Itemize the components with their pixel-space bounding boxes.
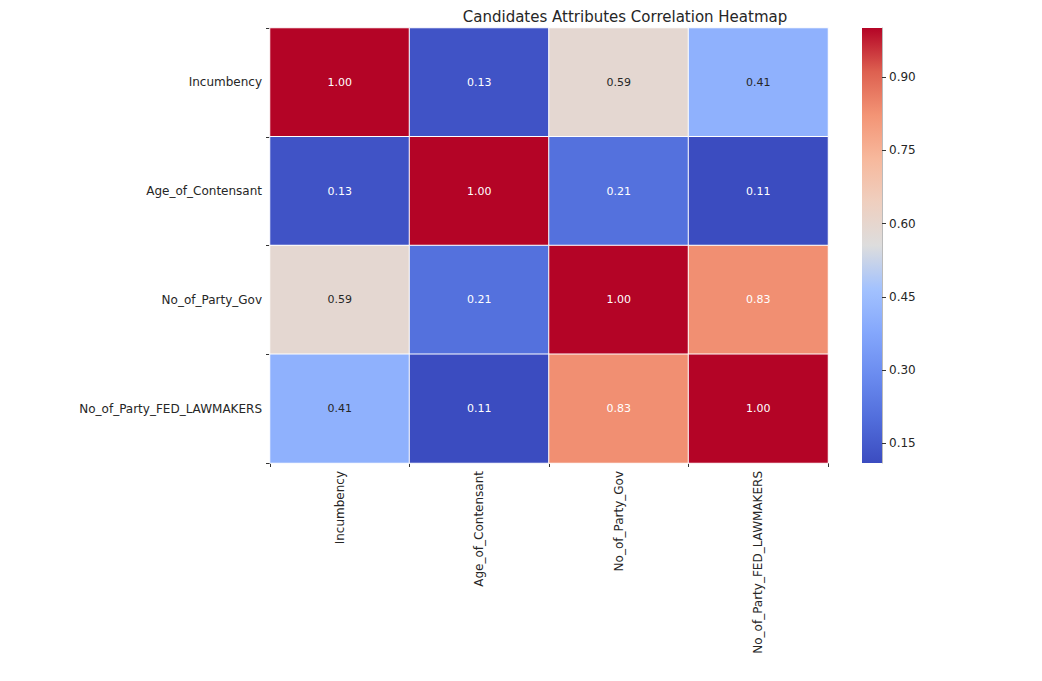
svg-text:0.41: 0.41 xyxy=(746,76,771,89)
svg-text:0.45: 0.45 xyxy=(889,290,916,304)
svg-text:0.59: 0.59 xyxy=(607,76,632,89)
svg-text:No_of_Party_Gov: No_of_Party_Gov xyxy=(612,471,626,571)
svg-text:0.21: 0.21 xyxy=(607,185,632,198)
svg-text:1.00: 1.00 xyxy=(746,402,771,415)
svg-text:0.75: 0.75 xyxy=(889,143,916,157)
svg-text:No_of_Party_Gov: No_of_Party_Gov xyxy=(162,293,262,307)
svg-text:0.30: 0.30 xyxy=(889,363,916,377)
svg-text:Incumbency: Incumbency xyxy=(189,75,262,89)
svg-text:Incumbency: Incumbency xyxy=(333,471,347,544)
svg-text:1.00: 1.00 xyxy=(467,185,492,198)
svg-text:Age_of_Contensant: Age_of_Contensant xyxy=(146,184,262,198)
svg-text:No_of_Party_FED_LAWMAKERS: No_of_Party_FED_LAWMAKERS xyxy=(751,471,765,654)
svg-text:0.41: 0.41 xyxy=(328,402,353,415)
svg-text:0.13: 0.13 xyxy=(328,185,353,198)
svg-text:0.83: 0.83 xyxy=(746,293,771,306)
svg-text:0.21: 0.21 xyxy=(467,293,492,306)
svg-text:0.13: 0.13 xyxy=(467,76,492,89)
svg-text:1.00: 1.00 xyxy=(328,76,353,89)
svg-text:0.59: 0.59 xyxy=(328,293,353,306)
svg-text:Age_of_Contensant: Age_of_Contensant xyxy=(472,471,486,587)
svg-text:0.83: 0.83 xyxy=(607,402,632,415)
svg-text:0.60: 0.60 xyxy=(889,217,916,231)
svg-text:0.90: 0.90 xyxy=(889,70,916,84)
svg-text:No_of_Party_FED_LAWMAKERS: No_of_Party_FED_LAWMAKERS xyxy=(79,402,262,416)
svg-text:Candidates Attributes Correlat: Candidates Attributes Correlation Heatma… xyxy=(463,8,787,26)
svg-text:1.00: 1.00 xyxy=(607,293,632,306)
svg-text:0.11: 0.11 xyxy=(746,185,771,198)
svg-text:0.15: 0.15 xyxy=(889,436,916,450)
svg-text:0.11: 0.11 xyxy=(467,402,492,415)
